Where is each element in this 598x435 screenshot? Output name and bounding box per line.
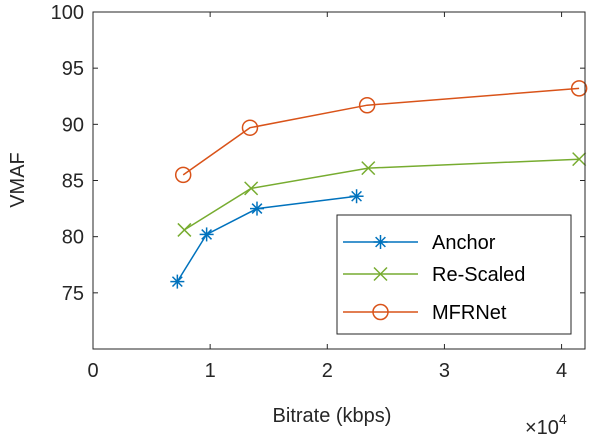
series-line: [184, 158, 580, 231]
data-point-marker: [373, 235, 388, 249]
x-tick-label: 4: [556, 360, 567, 382]
y-tick-label: 85: [62, 171, 84, 193]
data-point-marker: [241, 119, 259, 136]
series-re-scaled: [177, 152, 587, 237]
data-point-marker: [373, 266, 388, 282]
legend-entry: Anchor: [343, 232, 496, 254]
data-point-marker: [174, 166, 192, 184]
series-group: [170, 80, 588, 289]
data-point-marker: [170, 274, 185, 289]
x-tick-label: 2: [322, 360, 333, 382]
x-tick-label: 3: [439, 360, 450, 382]
x-axis-label: Bitrate (kbps): [273, 405, 392, 427]
data-point-marker: [199, 227, 214, 242]
x-tick-label: 1: [205, 360, 216, 382]
data-point-marker: [361, 161, 376, 176]
legend-entry: Re-Scaled: [343, 264, 525, 286]
y-tick-label: 80: [62, 227, 84, 249]
data-point-marker: [570, 80, 588, 97]
y-tick-label: 75: [62, 283, 84, 305]
series-line: [182, 87, 580, 176]
y-tick-label: 95: [62, 58, 84, 80]
x-exponent-label: ×104: [525, 411, 567, 435]
y-tick-label: 100: [51, 2, 84, 24]
legend: Anchor Re-Scaled MFRNet: [336, 214, 572, 335]
x-exponent-power: 4: [559, 411, 567, 427]
legend-label: Re-Scaled: [432, 264, 525, 286]
data-point-marker: [244, 181, 259, 196]
y-tick-label: 90: [62, 114, 84, 136]
series-line: [176, 195, 357, 282]
data-point-marker: [250, 201, 264, 216]
legend-label: MFRNet: [432, 302, 507, 324]
x-tick-label: 0: [87, 360, 98, 382]
data-point-marker: [349, 189, 364, 204]
data-point-marker: [372, 303, 389, 321]
series-anchor: [170, 189, 364, 289]
x-exponent-base: ×10: [525, 417, 559, 435]
data-point-marker: [572, 152, 587, 167]
legend-label: Anchor: [432, 232, 496, 254]
legend-entry: MFRNet: [343, 302, 507, 324]
data-point-marker: [177, 222, 192, 237]
data-point-marker: [358, 96, 376, 114]
series-mfrnet: [174, 80, 588, 184]
y-axis-label: VMAF: [7, 152, 29, 208]
ticks: 0 1 2 3 4 75 80 85 90 95 100: [51, 2, 585, 382]
